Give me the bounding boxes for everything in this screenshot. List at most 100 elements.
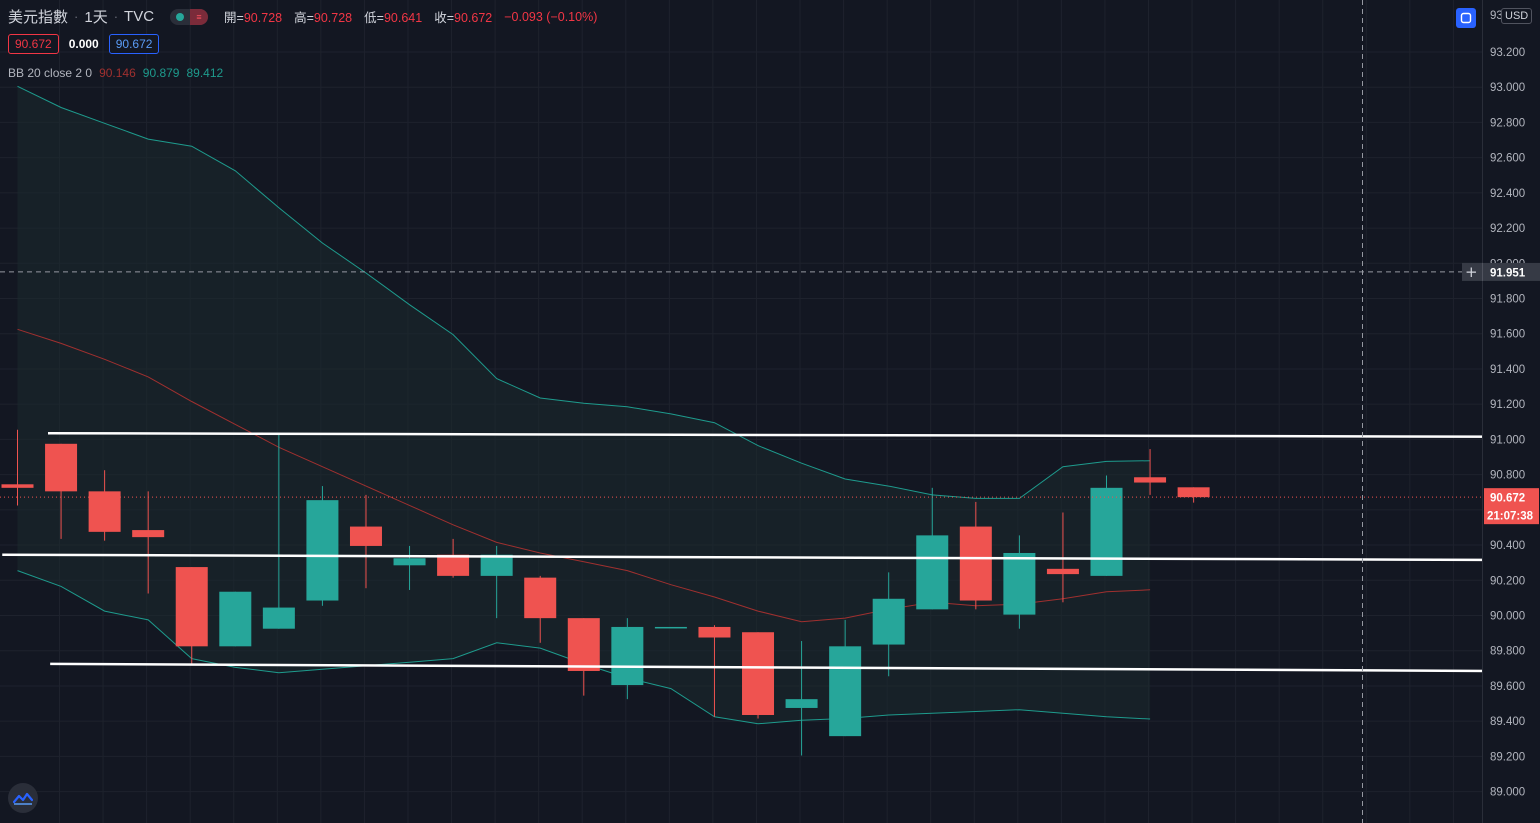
candle-body [785,699,818,708]
bb-upper-line [17,85,1151,499]
candle [1,429,34,506]
candle-body [611,626,644,686]
trade-buttons: 90.672 0.000 90.672 [8,34,160,54]
last-price-label: 90.672 21:07:38 [1484,488,1539,525]
price-tick-label: 89.600 [1490,681,1525,693]
tradingview-logo-icon[interactable] [8,783,38,813]
last-price-label-background [1484,488,1539,525]
currency-badge[interactable]: USD [1501,8,1533,24]
price-tick-label: 92.200 [1490,223,1525,235]
candle-body [916,535,949,610]
candle [698,625,731,717]
candle [175,567,208,664]
crosshair-price-text: 91.951 [1490,267,1526,279]
sell-price-button[interactable]: 90.672 [8,34,59,54]
separator-dot: · [113,9,119,24]
price-tick-label: 91.400 [1490,364,1525,376]
candle-body [1,484,34,488]
candle-body [393,558,426,566]
candle [959,501,992,610]
price-tick-label: 93.000 [1490,82,1525,94]
symbol-name[interactable]: 美元指數 [8,9,69,26]
price-axis-background [1482,0,1540,823]
candle-body [567,618,600,671]
ohlc-high: 高=90.728 [294,10,353,25]
candle-body [175,567,208,647]
candle [829,619,862,737]
candle-body [349,526,382,546]
candle [916,487,949,610]
candle [132,491,165,594]
menu-icon[interactable]: ≡ [190,8,209,25]
candle [349,494,382,589]
symbol-legend: 美元指數 · 1天 · TVC ≡ 開=90.728 高=90.728 低=90… [8,6,603,27]
candle [654,626,687,629]
bb-lower-value: 89.412 [186,66,224,80]
candle [785,641,818,756]
bb-band-fill [17,86,1151,724]
auto-scale-icon[interactable] [1456,8,1476,28]
candle [219,591,252,647]
price-tick-label-partial: 93 [1490,10,1503,22]
candle-body [1177,487,1210,498]
price-tick-label: 93.200 [1490,47,1525,59]
candle [437,538,470,578]
candle-body [698,626,731,638]
ohlc-open: 開=90.728 [224,10,283,25]
candles [1,429,1210,756]
price-tick-label: 91.200 [1490,399,1525,411]
candle-body [654,626,687,629]
buy-price-button[interactable]: 90.672 [108,34,160,54]
last-price-text: 90.672 [1490,493,1525,505]
ohlc-low: 低=90.641 [364,10,423,25]
price-tick-label: 91.600 [1490,329,1525,341]
candle-body [262,607,295,629]
price-tick-label: 92.400 [1490,188,1525,200]
candle [611,618,644,700]
candle [1003,535,1036,629]
candle-body [959,526,992,601]
exchange-label: TVC [124,8,155,25]
candle-body [1003,552,1036,615]
interval-label[interactable]: 1天 [84,9,108,26]
bb-basis-value: 90.146 [99,66,136,80]
bb-basis-line [17,328,1151,623]
crosshair-price-label: +91.951 [1462,262,1540,281]
trendline [50,662,1490,673]
candle [1177,487,1210,503]
candle-body [132,530,165,538]
price-tick-label: 89.200 [1490,751,1525,763]
candle-body [45,443,78,492]
candle-body [1090,487,1123,576]
candle-body [88,491,121,532]
price-change: −0.093 (−0.10%) [504,9,598,24]
price-tick-label: 89.000 [1490,787,1525,799]
eye-toggle-icon[interactable]: ≡ [170,8,209,25]
candle [1090,475,1123,576]
candle [742,632,775,719]
trendline [2,553,1516,562]
price-tick-label: 90.400 [1490,540,1525,552]
candle [45,443,78,539]
price-tick-label: 92.600 [1490,153,1525,165]
price-tick-label: 90.800 [1490,470,1525,482]
candle [306,486,339,606]
ohlc-close: 收=90.672 [434,10,493,25]
candle [567,618,600,696]
price-tick-label: 90.200 [1490,575,1525,587]
candle-body [480,554,513,576]
price-tick-label: 91.000 [1490,434,1525,446]
bb-indicator-legend[interactable]: BB 20 close 2 0 90.146 90.879 89.412 [8,66,223,80]
candle-body [872,598,905,645]
status-dot [176,12,185,21]
countdown-text: 21:07:38 [1487,511,1534,523]
candle-body [1134,477,1167,483]
candle [480,545,513,619]
price-tick-label: 89.400 [1490,716,1525,728]
bb-indicator-label[interactable]: BB 20 close 2 0 [8,66,93,80]
price-tick-label: 92.800 [1490,117,1525,129]
candle-body [524,577,557,619]
crosshair-label-background [1462,262,1540,281]
